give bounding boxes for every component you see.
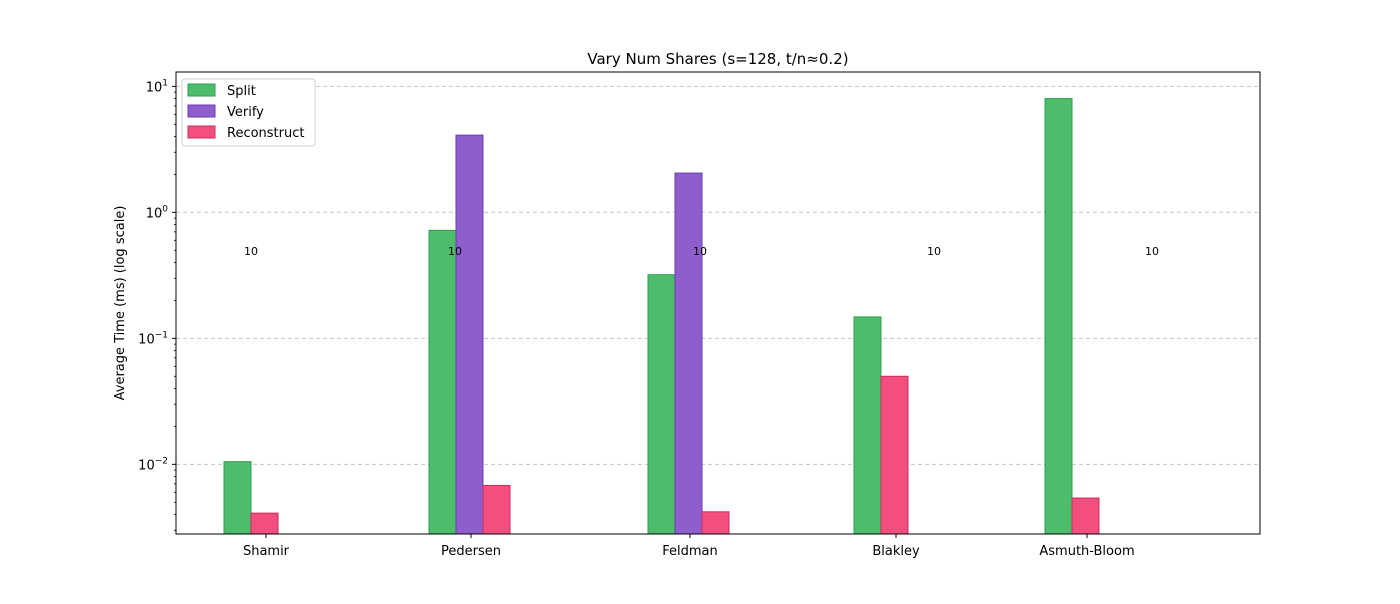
legend: Split Verify Reconstruct: [181, 78, 316, 147]
y-tick-label: 10−2: [138, 456, 168, 473]
bars: [223, 98, 1100, 535]
x-tick-label: Asmuth-Bloom: [1039, 544, 1134, 559]
x-tick-label: Pedersen: [441, 544, 501, 559]
x-tick-label: Blakley: [872, 544, 920, 559]
count-annotation: 10: [1145, 245, 1159, 258]
bar-verify-feldman: [674, 172, 703, 535]
annotations: 10 10 10 10 10: [244, 245, 1159, 258]
grid-lines: [176, 85, 1260, 465]
x-axis: Shamir Pedersen Feldman Blakley Asmuth-Bloom: [243, 534, 1135, 559]
y-tick-label: 100: [146, 204, 169, 221]
bar-reconstruct-asmuth-bloom: [1071, 497, 1100, 535]
bar-split-asmuth-bloom: [1044, 98, 1073, 535]
chart-title: Vary Num Shares (s=128, t/n≈0.2): [587, 50, 848, 68]
y-axis: 10−2 10−1 100 101: [138, 78, 176, 531]
y-tick-label: 10−1: [138, 330, 168, 347]
count-annotation: 10: [244, 245, 258, 258]
bar-split-feldman: [647, 274, 676, 535]
bar-reconstruct-blakley: [880, 375, 909, 535]
y-axis-label: Average Time (ms) (log scale): [113, 206, 128, 401]
x-tick-label: Feldman: [662, 544, 718, 559]
y-tick-label: 101: [146, 78, 168, 95]
count-annotation: 10: [693, 245, 707, 258]
bar-split-pedersen: [428, 229, 457, 535]
bar-reconstruct-pedersen: [482, 484, 511, 535]
bar-verify-pedersen: [455, 134, 484, 535]
legend-label-verify: Verify: [227, 105, 264, 120]
legend-label-reconstruct: Reconstruct: [227, 126, 305, 141]
bar-split-blakley: [853, 316, 882, 535]
count-annotation: 10: [448, 245, 462, 258]
x-tick-label: Shamir: [243, 544, 290, 559]
legend-swatch-split: [187, 83, 216, 97]
legend-swatch-reconstruct: [187, 125, 216, 139]
legend-swatch-verify: [187, 104, 216, 118]
legend-label-split: Split: [227, 84, 256, 99]
bar-reconstruct-feldman: [701, 511, 730, 535]
bar-reconstruct-shamir: [250, 512, 279, 535]
count-annotation: 10: [927, 245, 941, 258]
plot-area: [175, 71, 1261, 535]
bar-split-shamir: [223, 461, 252, 535]
